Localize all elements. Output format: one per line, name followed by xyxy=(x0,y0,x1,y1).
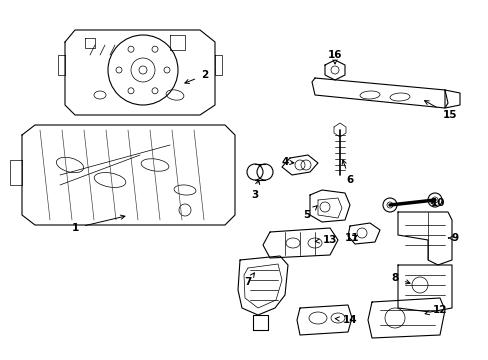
Polygon shape xyxy=(296,305,351,335)
Text: 8: 8 xyxy=(390,273,409,284)
Polygon shape xyxy=(238,256,287,315)
Polygon shape xyxy=(397,212,451,265)
Polygon shape xyxy=(263,228,337,258)
Text: 11: 11 xyxy=(344,233,359,243)
Text: 7: 7 xyxy=(244,273,254,287)
Text: 1: 1 xyxy=(71,215,124,233)
Text: 16: 16 xyxy=(327,50,342,64)
Polygon shape xyxy=(367,298,444,338)
Text: 14: 14 xyxy=(334,315,357,325)
Polygon shape xyxy=(65,30,215,115)
Text: 5: 5 xyxy=(303,206,317,220)
Polygon shape xyxy=(397,265,451,312)
Text: 12: 12 xyxy=(424,305,447,315)
Text: 3: 3 xyxy=(251,180,259,200)
Text: 4: 4 xyxy=(281,157,293,167)
Text: 13: 13 xyxy=(315,235,337,245)
Polygon shape xyxy=(444,90,459,108)
Text: 9: 9 xyxy=(447,233,458,243)
Text: 6: 6 xyxy=(342,160,353,185)
Circle shape xyxy=(382,198,396,212)
Polygon shape xyxy=(311,78,447,108)
Polygon shape xyxy=(347,223,379,244)
Polygon shape xyxy=(282,155,317,175)
Polygon shape xyxy=(22,125,235,225)
Text: 15: 15 xyxy=(424,100,456,120)
Text: 2: 2 xyxy=(184,70,208,84)
Text: 10: 10 xyxy=(430,198,445,208)
Circle shape xyxy=(427,193,441,207)
Polygon shape xyxy=(309,190,349,222)
